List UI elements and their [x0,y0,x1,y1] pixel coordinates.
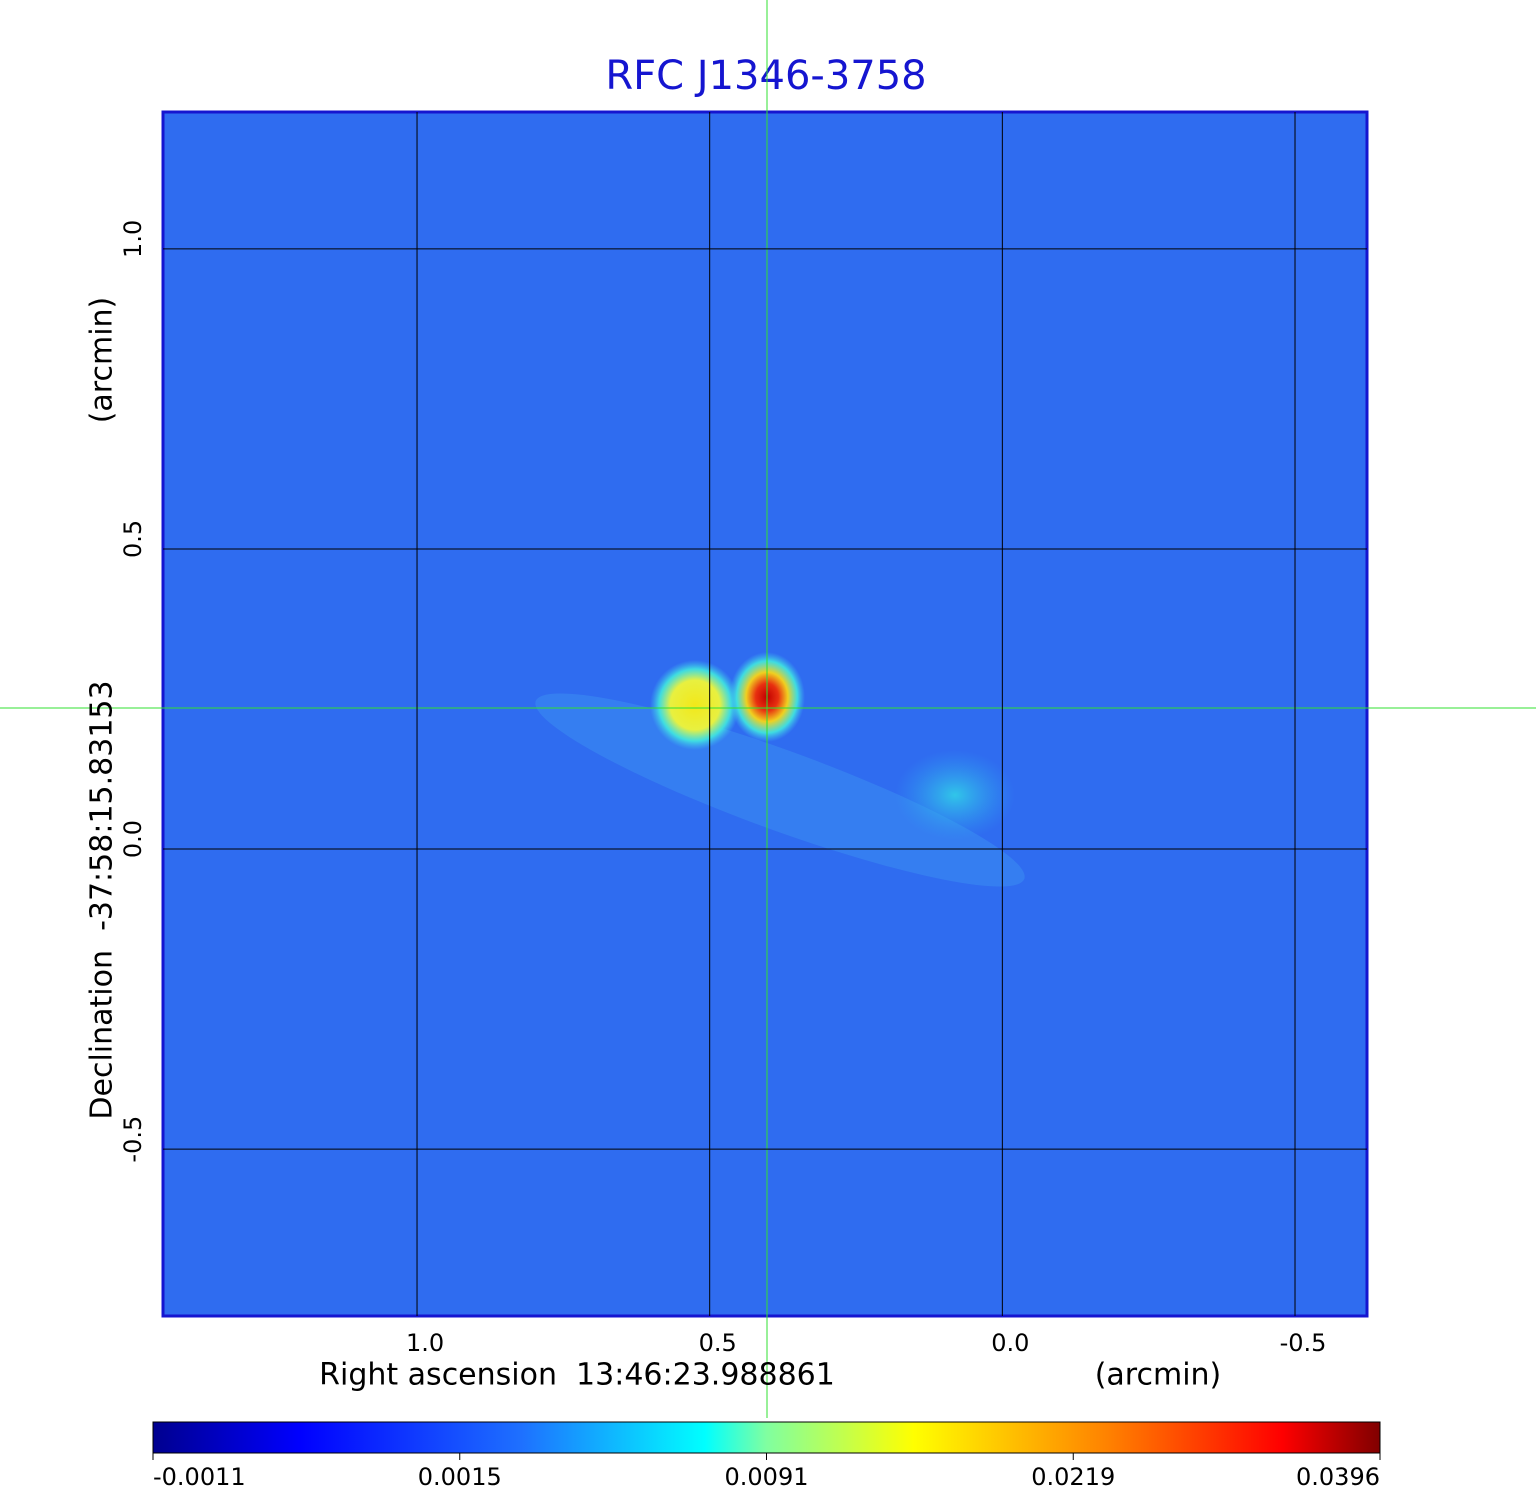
x-axis-unit: (arcmin) [1095,1358,1222,1393]
plot-frame [161,110,1369,1318]
x-tick-label: 0.0 [991,1329,1029,1357]
colorbar-tick-label: 0.0091 [725,1463,809,1491]
colorbar [152,1421,1381,1454]
y-tick-label: 1.0 [119,220,147,258]
colorbar-tick-label: -0.0011 [153,1463,246,1491]
emission-blob [650,660,740,750]
y-tick-label: 0.0 [119,820,147,858]
colorbar-tick-label: 0.0219 [1031,1463,1115,1491]
x-axis-label: Right ascension 13:46:23.988861 [319,1358,835,1393]
x-tick-label: 1.0 [406,1329,444,1357]
emission-smear [535,693,1025,887]
x-tick-label: 0.5 [699,1329,737,1357]
y-tick-label: 0.5 [119,520,147,558]
y-axis-label: Declination -37:58:15.83153 [85,680,120,1119]
emission-blob [895,750,1015,840]
colorbar-tick-label: 0.0396 [1296,1463,1380,1491]
chart-title: RFC J1346-3758 [605,53,926,99]
x-tick-label: -0.5 [1280,1329,1327,1357]
y-axis-unit: (arcmin) [85,297,120,424]
sky-image [163,112,1367,1316]
y-tick-label: -0.5 [119,1116,147,1163]
colorbar-tick-label: 0.0015 [418,1463,502,1491]
